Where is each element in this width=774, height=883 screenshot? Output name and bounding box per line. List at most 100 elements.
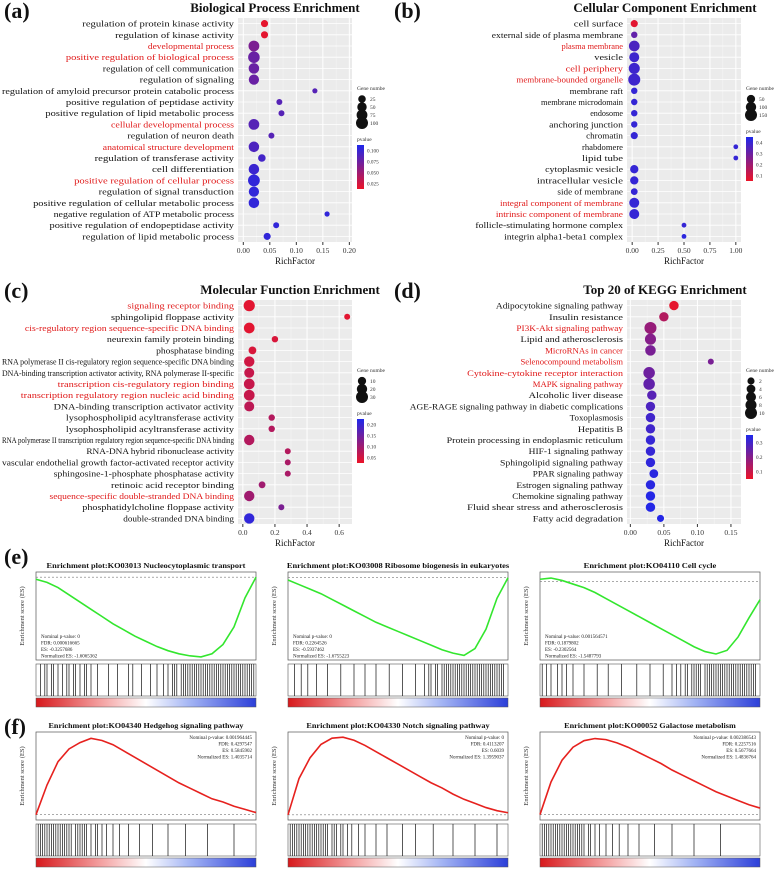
color-legend-label: 0.10 bbox=[367, 445, 376, 451]
color-legend-title: pvalue bbox=[746, 427, 761, 433]
stats-line: FDR: 0.1879802 bbox=[545, 642, 579, 647]
ranked-list-gradient bbox=[35, 857, 257, 868]
data-point bbox=[248, 74, 260, 85]
y-tick-label: regulation of neuron death bbox=[127, 132, 234, 141]
y-tick-label: AGE-RAGE signaling pathway in diabetic c… bbox=[410, 402, 623, 411]
y-tick-label: rhabdomere bbox=[582, 143, 623, 152]
size-legend-label: 10 bbox=[759, 411, 765, 417]
y-tick-label: lysophospholipid acyltransferase activit… bbox=[66, 425, 235, 434]
y-tick-label: Selenocompound metabolism bbox=[521, 358, 624, 367]
x-axis-label: RichFactor bbox=[275, 538, 315, 548]
panel-letter-c: (c) bbox=[4, 278, 29, 303]
y-tick-label: positive regulation of biological proces… bbox=[66, 53, 234, 62]
y-tick-label: lysophospholipid acyltransferase activit… bbox=[66, 414, 235, 423]
size-legend-label: 150 bbox=[759, 113, 768, 119]
color-legend-label: 0.075 bbox=[367, 160, 379, 166]
y-tick-label: double-stranded DNA binding bbox=[123, 514, 234, 523]
stats-line: Nominal p-value: 0 bbox=[465, 736, 504, 741]
data-point bbox=[630, 165, 639, 174]
y-tick-label: integral component of membrane bbox=[500, 199, 623, 208]
size-legend-label: 20 bbox=[370, 387, 376, 393]
y-tick-label: intracellular vesicle bbox=[537, 176, 624, 185]
panel-letter-a: (a) bbox=[4, 0, 30, 23]
size-legend-label: 100 bbox=[759, 105, 768, 111]
data-point bbox=[645, 401, 656, 412]
data-point bbox=[669, 300, 679, 311]
size-legend-label: 30 bbox=[370, 395, 376, 401]
y-tick-label: transcription cis-regulatory region bind… bbox=[58, 380, 234, 389]
data-point bbox=[268, 132, 275, 139]
data-point bbox=[243, 389, 255, 401]
data-point bbox=[681, 222, 687, 228]
chart-title-d: Top 20 of KEGG Enrichment bbox=[583, 282, 747, 297]
stats-line: Nominal p-value: 0 bbox=[41, 635, 80, 640]
y-tick-label: anatomical structure development bbox=[103, 143, 235, 152]
data-point bbox=[263, 232, 271, 240]
data-point bbox=[244, 356, 255, 367]
color-legend-label: 0.2 bbox=[756, 163, 763, 169]
y-tick-label: RNA polymerase II cis-regulatory region … bbox=[2, 358, 234, 367]
size-legend-dot bbox=[747, 377, 755, 385]
color-legend-label: 0.2 bbox=[756, 455, 763, 461]
data-point bbox=[643, 378, 655, 390]
size-legend-dot bbox=[358, 95, 366, 103]
size-legend-title: Gene number bbox=[746, 368, 774, 374]
y-tick-label: endosome bbox=[590, 109, 623, 118]
gsea-title: Enrichment plot:KO04110 Cell cycle bbox=[584, 563, 717, 570]
data-point bbox=[248, 63, 260, 74]
y-tick-label: follicle-stimulating hormone complex bbox=[475, 221, 623, 230]
data-point bbox=[273, 222, 280, 229]
data-point bbox=[248, 186, 260, 197]
size-legend-dot bbox=[745, 109, 757, 121]
x-tick-label: 0.2 bbox=[270, 528, 280, 537]
stats-line: Normalized ES: 1.3959037 bbox=[449, 756, 504, 761]
color-legend-label: 0.1 bbox=[756, 174, 763, 180]
data-point bbox=[656, 514, 665, 522]
data-point bbox=[645, 491, 656, 501]
data-point bbox=[243, 299, 255, 312]
y-tick-label: chromatin bbox=[586, 132, 623, 141]
dot-chart-kegg: Adipocytokine signaling pathway Insulin r… bbox=[410, 300, 774, 548]
stats-line: ES: -0.2302564 bbox=[545, 648, 577, 653]
data-point bbox=[243, 322, 255, 334]
gsea-plot-ko00052: Enrichment plot:KO00052 Galactose metabo… bbox=[523, 723, 761, 868]
stats-line: ES: 0.5677664 bbox=[726, 749, 756, 754]
gsea-title: Enrichment plot:KO03013 Nucleocytoplasmi… bbox=[47, 563, 247, 570]
size-legend-dot bbox=[356, 391, 368, 403]
data-point bbox=[248, 51, 260, 63]
y-tick-label: DNA-binding transcription activator acti… bbox=[54, 402, 236, 411]
stats-line: FDR: 0.4113207 bbox=[471, 743, 505, 748]
data-point bbox=[645, 446, 656, 456]
y-tick-label: cell differentiation bbox=[152, 165, 234, 174]
y-tick-label: positive regulation of peptidase activit… bbox=[66, 98, 235, 107]
y-tick-label: regulation of amyloid precursor protein … bbox=[2, 87, 234, 96]
es-plot-frame bbox=[539, 571, 761, 661]
y-tick-label: RNA polymerase II transcription regulato… bbox=[2, 436, 234, 445]
size-legend-label: 100 bbox=[370, 121, 379, 127]
data-point bbox=[278, 504, 285, 511]
stats-line: FDR: 0.000616665 bbox=[41, 642, 80, 647]
color-legend-bar bbox=[357, 419, 364, 463]
y-tick-label: regulation of signal transduction bbox=[99, 188, 234, 197]
data-point bbox=[733, 155, 739, 161]
color-legend-label: 0.20 bbox=[367, 423, 376, 429]
gsea-plot-ko03008: Enrichment plot:KO03008 Ribosome biogene… bbox=[271, 563, 510, 708]
chart-title-b: Cellular Component Enrichment bbox=[573, 0, 757, 15]
y-tick-label: Estrogen signaling pathway bbox=[516, 481, 624, 490]
plot-background bbox=[627, 300, 741, 524]
y-tick-label: cytoplasmic vesicle bbox=[545, 165, 623, 174]
y-tick-label: Sphingolipid signaling pathway bbox=[500, 458, 624, 467]
es-plot-frame bbox=[35, 571, 257, 661]
y-tick-label: sequence-specific double-stranded DNA bi… bbox=[50, 492, 234, 501]
data-point bbox=[243, 378, 255, 390]
size-legend-dot bbox=[746, 94, 756, 104]
gsea-plot-ko03013: Enrichment plot:KO03013 Nucleocytoplasmi… bbox=[19, 563, 257, 708]
y-tick-label: transcription regulatory region nucleic … bbox=[21, 391, 234, 400]
y-tick-label: regulation of signaling bbox=[140, 76, 234, 85]
data-point bbox=[707, 358, 714, 365]
color-legend-title: pvalue bbox=[746, 129, 761, 135]
data-point bbox=[645, 424, 656, 434]
y-tick-label: Protein processing in endoplasmic reticu… bbox=[447, 436, 624, 445]
data-point bbox=[244, 434, 255, 446]
data-point bbox=[260, 31, 269, 39]
